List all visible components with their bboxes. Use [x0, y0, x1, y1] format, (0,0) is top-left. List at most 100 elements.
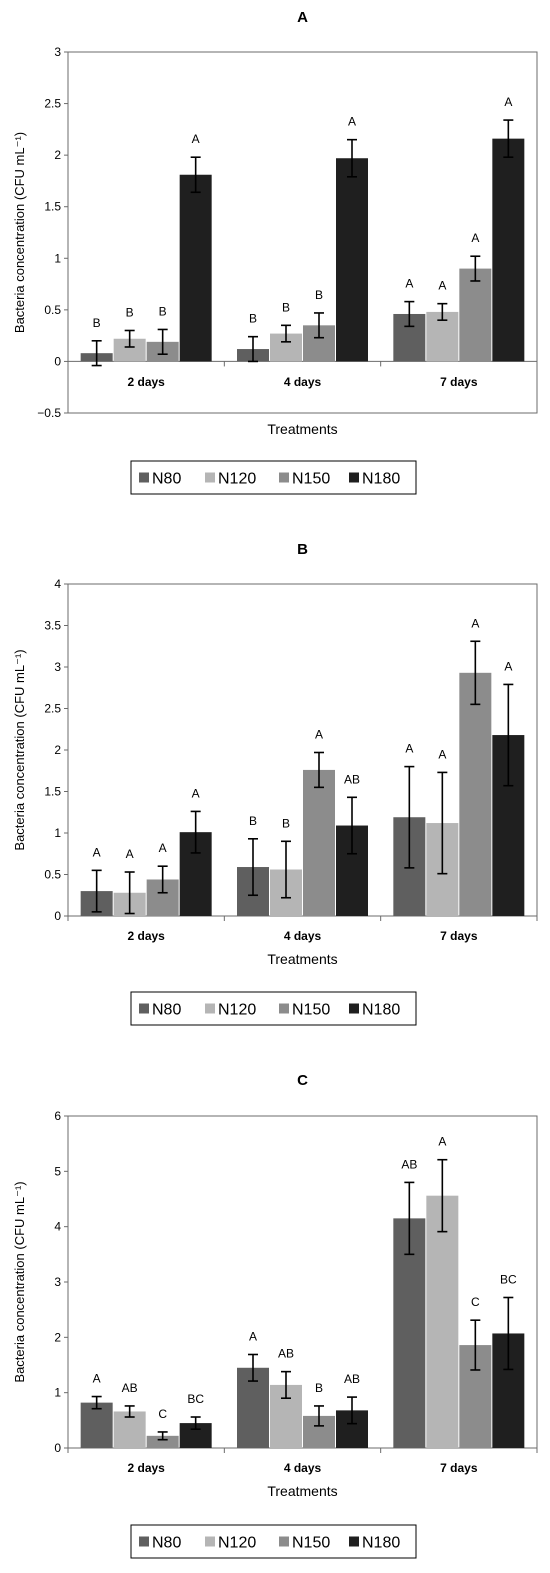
bar — [80, 1402, 113, 1448]
chart-title: C — [297, 1072, 308, 1089]
y-tick-label: 2 — [54, 148, 61, 162]
significance-letter: A — [159, 841, 167, 855]
significance-letter: A — [192, 132, 200, 146]
chart-b-svg: B 0 0.5 1 1.5 2 2.5 3 3.5 4 Bacteria concentration… — [12, 541, 538, 1026]
chart-panel-b: B 0 0.5 1 1.5 2 2.5 3 3.5 4 Bacteria concentration… — [0, 532, 550, 1042]
legend-box — [130, 460, 417, 495]
y-tick-label: −0.5 — [37, 406, 61, 420]
x-category-label: 7 days — [440, 1461, 478, 1475]
significance-letter: A — [438, 747, 446, 761]
x-axis-label: Treatments — [267, 1483, 337, 1499]
bar — [113, 338, 146, 362]
legend-label: N80 — [152, 1002, 181, 1019]
x-category-label: 2 days — [127, 1461, 165, 1475]
y-tick-label: 4 — [54, 577, 61, 591]
legend-label: N150 — [292, 1002, 330, 1019]
y-tick-label: 3 — [54, 660, 61, 674]
legend-swatch — [349, 1536, 359, 1547]
x-axis-label: Treatments — [267, 421, 337, 437]
y-tick-label: 0.5 — [44, 868, 61, 882]
legend-box — [130, 1524, 417, 1559]
legend-label: N150 — [292, 1535, 330, 1552]
x-category-label: 4 days — [284, 1461, 322, 1475]
bar — [393, 1218, 426, 1448]
legend-label: N120 — [218, 1002, 256, 1019]
chart-title: A — [297, 9, 308, 26]
significance-letter: BC — [500, 1272, 517, 1286]
y-tick-label: 1.5 — [44, 200, 61, 214]
bar — [459, 268, 492, 362]
significance-letter: B — [126, 305, 134, 319]
y-tick-label: 3.5 — [44, 619, 61, 633]
significance-letter: B — [282, 300, 290, 314]
legend-swatch — [349, 472, 359, 483]
y-axis-label: Bacteria concentration (CFU mL⁻¹) — [12, 649, 27, 850]
y-tick-label: 0.5 — [44, 303, 61, 317]
bar — [303, 769, 335, 916]
bar — [146, 1435, 179, 1448]
significance-letter: AB — [401, 1157, 417, 1171]
y-tick-label: 2.5 — [44, 97, 61, 111]
significance-letter: A — [249, 1329, 257, 1343]
significance-letter: B — [315, 288, 323, 302]
legend-swatch — [139, 472, 149, 483]
significance-letter: B — [249, 814, 257, 828]
legend-swatch — [205, 1536, 215, 1547]
plot-frame — [67, 51, 538, 414]
legend-swatch — [205, 472, 215, 483]
bar — [179, 174, 212, 362]
y-tick-label: 2 — [54, 1330, 61, 1344]
significance-letter: A — [405, 742, 413, 756]
legend-swatch — [139, 1003, 149, 1014]
significance-letter: AB — [278, 1347, 294, 1361]
significance-letter: A — [93, 845, 101, 859]
x-category-label: 2 days — [127, 929, 165, 943]
legend-label: N180 — [362, 1002, 400, 1019]
significance-letter: A — [405, 277, 413, 291]
significance-letter: A — [471, 231, 479, 245]
x-category-label: 7 days — [440, 929, 478, 943]
significance-letter: AB — [344, 1372, 360, 1386]
chart-a-svg: A −0.5 0 0.5 1 1.5 2 2.5 3 Bacteria concentration… — [12, 9, 538, 495]
significance-letter: B — [282, 816, 290, 830]
y-axis-label: Bacteria concentration (CFU mL⁻¹) — [12, 1181, 27, 1382]
y-tick-label: 3 — [54, 45, 61, 59]
y-tick-label: 1.5 — [44, 785, 61, 799]
y-tick-label: 6 — [54, 1109, 61, 1123]
chart-c-svg: C 0 1 2 3 4 5 6 Bacteria concentration (CFU mL⁻¹… — [12, 1072, 538, 1559]
legend-box — [130, 991, 417, 1026]
significance-letter: B — [93, 316, 101, 330]
legend-swatch — [205, 1003, 215, 1014]
significance-letter: A — [504, 659, 512, 673]
y-tick-label: 0 — [54, 354, 61, 368]
significance-letter: B — [315, 1381, 323, 1395]
significance-letter: C — [471, 1295, 480, 1309]
legend-swatch — [349, 1003, 359, 1014]
chart-panel-c: C 0 1 2 3 4 5 6 Bacteria concentration (CFU mL⁻¹… — [0, 1063, 550, 1573]
bar — [492, 138, 525, 362]
y-tick-label: 5 — [54, 1164, 61, 1178]
legend-label: N80 — [152, 1535, 181, 1552]
significance-letter: BC — [187, 1392, 204, 1406]
y-tick-label: 0 — [54, 1441, 61, 1455]
legend-label: N180 — [362, 1535, 400, 1552]
y-tick-label: 1 — [54, 1386, 61, 1400]
x-category-label: 4 days — [284, 375, 322, 389]
significance-letter: A — [192, 786, 200, 800]
y-tick-label: 2.5 — [44, 702, 61, 716]
legend-swatch — [279, 1536, 289, 1547]
bar — [336, 158, 368, 362]
y-tick-label: 3 — [54, 1275, 61, 1289]
significance-letter: A — [348, 115, 356, 129]
significance-letter: B — [249, 312, 257, 326]
significance-letter: A — [438, 279, 446, 293]
significance-letter: A — [471, 616, 479, 630]
y-tick-label: 4 — [54, 1220, 61, 1234]
y-tick-label: 2 — [54, 743, 61, 757]
legend-label: N150 — [292, 471, 330, 488]
chart-panel-a: A −0.5 0 0.5 1 1.5 2 2.5 3 Bacteria concentration… — [0, 0, 550, 510]
bar — [459, 672, 492, 916]
significance-letter: AB — [122, 1381, 138, 1395]
x-category-label: 2 days — [127, 375, 165, 389]
x-category-label: 7 days — [440, 375, 478, 389]
